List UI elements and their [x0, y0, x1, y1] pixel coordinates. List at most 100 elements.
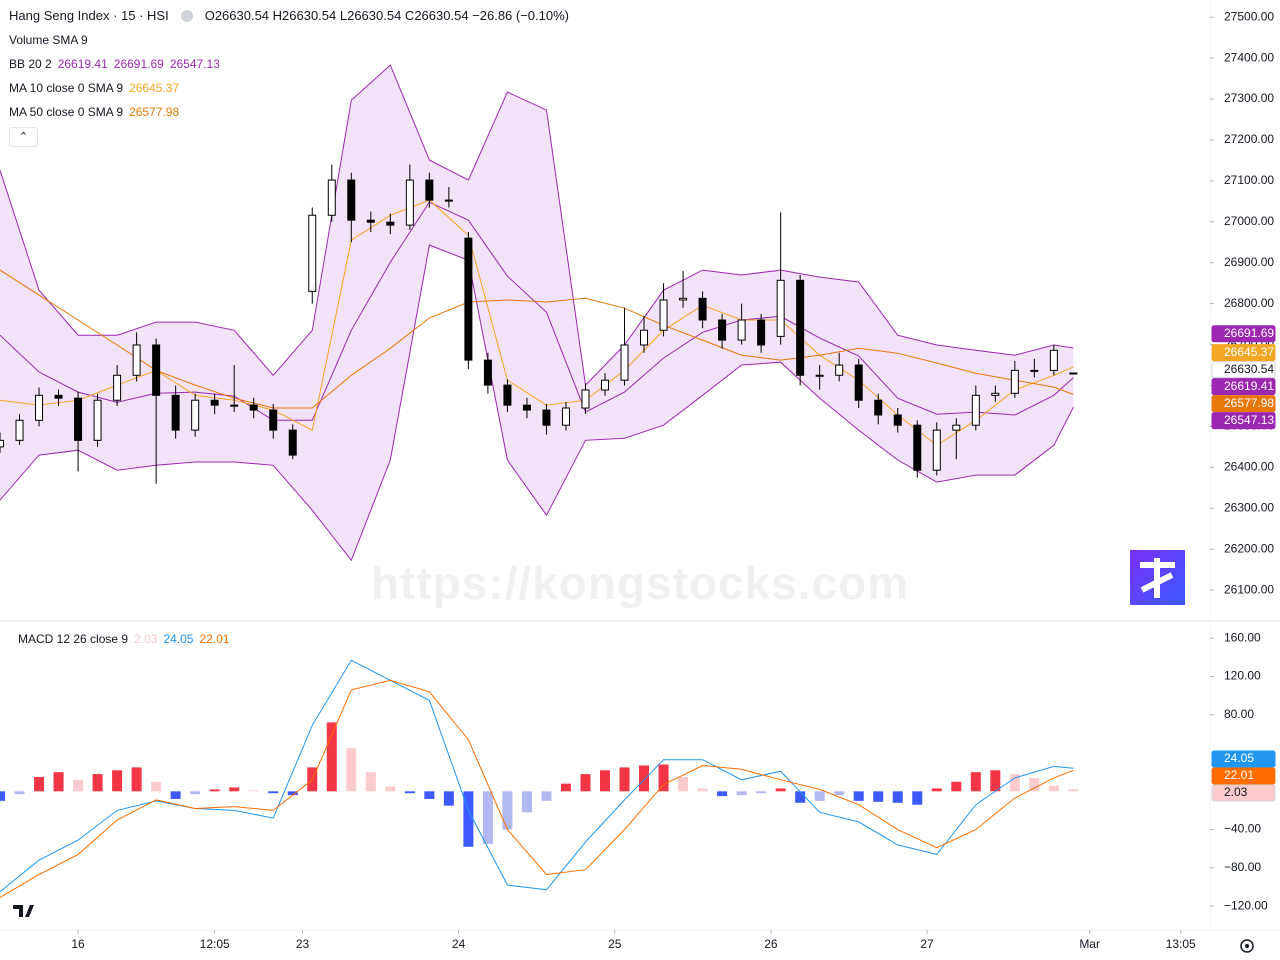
histogram-bar — [873, 791, 884, 802]
collapse-button[interactable]: ⌃ — [9, 127, 38, 147]
y-tick-label: 27100.00 — [1224, 173, 1274, 187]
candle-body — [132, 344, 141, 376]
candle-body — [464, 237, 473, 361]
badge-label: 26645.37 — [1224, 345, 1274, 359]
histogram-bar — [34, 776, 45, 792]
candle-body — [366, 219, 375, 223]
price-badge: 24.05 — [1211, 750, 1276, 768]
candle-body — [835, 364, 844, 376]
x-tick-label: 27 — [920, 937, 934, 951]
legend-row: MA 50 close 0 SMA 9 26577.98 — [9, 104, 185, 120]
candle-body — [288, 429, 297, 456]
histogram-bar — [560, 783, 571, 792]
candle-body — [1049, 349, 1058, 371]
legend-value: 2.03 — [134, 632, 158, 646]
x-tick-label: Mar — [1079, 937, 1100, 951]
y-tick-label: 26400.00 — [1224, 460, 1274, 474]
histogram-bar — [365, 772, 376, 792]
histogram-bar — [112, 770, 123, 792]
indicator-line — [0, 269, 1074, 409]
indicator-line — [0, 244, 1074, 562]
histogram-bar — [170, 791, 181, 799]
x-tick-label: 25 — [608, 937, 622, 951]
logo-glyph — [1140, 558, 1175, 598]
histogram-bar — [229, 787, 240, 792]
candle-body — [757, 319, 766, 346]
price-badge: 26691.69 — [1211, 325, 1276, 343]
badge-bg — [1211, 361, 1276, 379]
candle-body — [952, 424, 961, 431]
candle-body — [581, 389, 590, 409]
histogram-bar — [951, 781, 962, 792]
legend-row: Volume SMA 9 — [9, 32, 94, 48]
histogram-bar — [521, 791, 532, 813]
candle-body — [54, 394, 63, 399]
candle-body — [893, 414, 902, 426]
legend-name: MACD 12 26 close 9 — [18, 632, 129, 646]
badge-bg — [1211, 344, 1276, 362]
histogram-bar — [795, 791, 806, 803]
y-tick-label: −40.00 — [1224, 822, 1261, 836]
badge-bg — [1211, 378, 1276, 396]
candle-body — [991, 392, 1000, 396]
badge-bg — [1211, 784, 1276, 802]
candle-body — [386, 221, 395, 226]
legend-name: Volume SMA 9 — [9, 33, 88, 47]
price-badge: 22.01 — [1211, 767, 1276, 785]
symbol-title[interactable]: Hang Seng Index · 15 · HSI — [9, 8, 169, 23]
badge-label: 24.05 — [1224, 751, 1254, 765]
candle-body — [503, 384, 512, 406]
histogram-bar — [326, 722, 337, 792]
x-tick-label: 16 — [71, 937, 85, 951]
y-tick-label: 27000.00 — [1224, 214, 1274, 228]
y-tick-label: 26200.00 — [1224, 541, 1274, 555]
histogram-bar — [580, 774, 591, 792]
indicator-line — [0, 64, 1074, 387]
legend-value: 26691.69 — [113, 57, 164, 71]
candle-body — [15, 419, 24, 441]
site-logo — [1130, 550, 1185, 605]
candle-body — [249, 404, 258, 411]
legend-name: MA 50 close 0 SMA 9 — [9, 105, 124, 119]
histogram-bar — [736, 791, 747, 796]
histogram-bar — [248, 790, 259, 792]
gear-icon[interactable] — [1240, 939, 1254, 953]
badge-label: 2.03 — [1224, 785, 1248, 799]
candle-body — [405, 179, 414, 226]
price-badge: 26630.54 — [1211, 361, 1276, 379]
badge-bg — [1211, 750, 1276, 768]
gear-center[interactable] — [1245, 944, 1249, 948]
legend-row: MA 10 close 0 SMA 9 26645.37 — [9, 80, 185, 96]
settings-button[interactable] — [1240, 939, 1254, 953]
histogram-bar — [1048, 785, 1059, 792]
candle-body — [0, 439, 4, 448]
badge-label: 26691.69 — [1224, 326, 1274, 340]
histogram-bar — [1029, 777, 1040, 792]
histogram-bar — [678, 776, 689, 792]
candle-body — [171, 394, 180, 431]
y-tick-label: 26800.00 — [1224, 296, 1274, 310]
badge-label: 22.01 — [1224, 768, 1254, 782]
header: Hang Seng Index · 15 · HSI O26630.54 H266… — [9, 8, 575, 24]
candle-body — [327, 179, 336, 216]
price-badge: 26577.98 — [1211, 395, 1276, 413]
histogram-bar — [385, 786, 396, 792]
price-badge: 26619.41 — [1211, 378, 1276, 396]
x-tick-label: 12:05 — [200, 937, 230, 951]
macd-line — [0, 659, 1074, 893]
y-tick-label: 80.00 — [1224, 707, 1254, 721]
histogram-bar — [151, 781, 162, 792]
candle-body — [679, 297, 688, 301]
legend-name: MA 10 close 0 SMA 9 — [9, 81, 124, 95]
candle-body — [35, 394, 44, 421]
x-tick-label: 26 — [764, 937, 778, 951]
histogram-bar — [541, 791, 552, 801]
candle-body — [522, 404, 531, 411]
histogram-bar — [443, 791, 454, 806]
histogram-bar — [1068, 789, 1079, 792]
candle-body — [210, 399, 219, 406]
candle-body — [1010, 369, 1019, 394]
badge-bg — [1211, 412, 1276, 430]
candle-body — [269, 409, 278, 431]
band-fill — [0, 65, 1074, 561]
